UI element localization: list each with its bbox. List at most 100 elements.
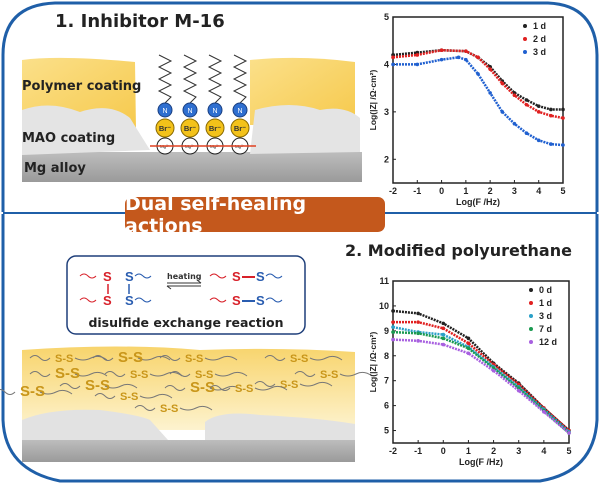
data-point bbox=[441, 326, 446, 331]
alkyl-chain bbox=[157, 54, 173, 104]
data-point bbox=[549, 107, 553, 112]
data-point bbox=[416, 339, 420, 343]
data-point bbox=[536, 110, 541, 114]
label-polymer-coating: Polymer coating bbox=[22, 79, 141, 94]
x-axis-label: Log(F /Hz) bbox=[456, 197, 500, 207]
series-line-2d bbox=[392, 48, 564, 120]
series-line-1d bbox=[393, 320, 570, 432]
data-point bbox=[391, 325, 395, 329]
polymer-chain bbox=[169, 371, 248, 377]
sulfur-atom: S bbox=[103, 293, 112, 308]
polymer-chain bbox=[104, 371, 183, 377]
mao-coating-left-2 bbox=[22, 409, 168, 440]
data-point bbox=[439, 48, 444, 52]
polymer-chain bbox=[209, 273, 227, 279]
polymer-chain bbox=[134, 405, 213, 411]
polymer-chain bbox=[134, 297, 152, 303]
disulfide-bond: S-S bbox=[190, 379, 215, 396]
y-tick-label: 3 bbox=[384, 107, 389, 117]
equilibrium-arrow bbox=[166, 279, 202, 290]
bromide-ion bbox=[205, 118, 225, 138]
data-point bbox=[415, 62, 420, 67]
sulfur-atom: S bbox=[256, 293, 265, 308]
data-point bbox=[536, 138, 541, 143]
polymer-chain bbox=[159, 355, 238, 361]
eis-chart-polyurethane: -2 -1 0 1 2 3 4 5 5 6 7 8 9 10 11 Log(F /Hz) Log(|Z| /Ω·… bbox=[368, 276, 572, 467]
y-tick-label: 9 bbox=[384, 326, 389, 336]
x-tick-label: -1 bbox=[413, 186, 421, 196]
data-point bbox=[391, 55, 395, 60]
data-point bbox=[549, 142, 553, 146]
disulfide-bond: S-S bbox=[320, 369, 338, 381]
disulfide-bond: S-S bbox=[195, 369, 213, 381]
data-point bbox=[456, 55, 461, 60]
polymer-chain bbox=[134, 273, 152, 279]
data-point bbox=[476, 72, 480, 76]
data-point bbox=[416, 311, 420, 316]
y-tick-label: 5 bbox=[384, 12, 389, 22]
sulfur-atom: S bbox=[232, 293, 241, 308]
bromide-label: Br⁻ bbox=[159, 124, 171, 133]
polymer-chain bbox=[94, 393, 173, 399]
data-point bbox=[391, 337, 395, 342]
data-point bbox=[441, 332, 446, 337]
data-point bbox=[524, 98, 529, 102]
x-tick-label: 2 bbox=[488, 186, 493, 196]
legend-marker bbox=[523, 37, 527, 41]
mao-coating-right bbox=[250, 105, 360, 154]
data-point bbox=[464, 49, 468, 53]
reaction-label: disulfide exchange reaction bbox=[88, 315, 283, 330]
legend-marker bbox=[529, 314, 533, 318]
data-point bbox=[391, 309, 395, 313]
disulfide-bond: S-S bbox=[55, 365, 80, 382]
arrow-label-heating: heating bbox=[167, 272, 202, 281]
data-point bbox=[476, 55, 480, 60]
y-axis-label: Log(|Z| /Ω·cm²) bbox=[368, 69, 378, 130]
data-point bbox=[441, 321, 446, 326]
data-point bbox=[516, 388, 521, 393]
disulfide-bond: S-S bbox=[120, 391, 138, 403]
data-point bbox=[549, 113, 553, 118]
disulfide-bond: S-S bbox=[20, 383, 45, 400]
alkyl-chain bbox=[232, 54, 248, 104]
polymer-chain bbox=[79, 273, 97, 279]
disulfide-bond: S-S bbox=[290, 353, 308, 365]
x-tick-label: 4 bbox=[536, 186, 541, 196]
legend-marker bbox=[529, 301, 533, 305]
bromide-label: Br⁻ bbox=[209, 124, 221, 133]
panel2-title: 2. Modified polyurethane bbox=[345, 241, 572, 260]
plot-area bbox=[392, 16, 564, 184]
series-line-7d bbox=[392, 330, 570, 434]
ammonium-ion bbox=[182, 102, 198, 118]
polyurethane-coating bbox=[22, 346, 355, 430]
y-tick-label: 2 bbox=[384, 154, 389, 164]
sulfur-atom: S bbox=[232, 269, 241, 284]
data-point bbox=[488, 91, 492, 95]
y-tick-label: 11 bbox=[379, 276, 389, 286]
legend-marker bbox=[523, 24, 527, 28]
polymer-chain bbox=[265, 273, 283, 279]
x-tick-label: 4 bbox=[541, 446, 546, 456]
bromide-ion bbox=[230, 118, 250, 138]
ammonium-label: N bbox=[162, 108, 167, 115]
inhibitor-illustration: Polymer coating MAO coating Mg alloy N Br… bbox=[22, 54, 362, 182]
mg-alloy-layer-2 bbox=[22, 440, 355, 462]
ammonium-label: N bbox=[187, 108, 192, 115]
data-point bbox=[512, 121, 517, 126]
polymer-chain bbox=[264, 355, 343, 361]
x-tick-label: 0 bbox=[439, 186, 444, 196]
data-point bbox=[491, 368, 496, 373]
data-point bbox=[524, 102, 529, 107]
label-mg-alloy: Mg alloy bbox=[24, 161, 86, 176]
series-line-1d bbox=[392, 48, 563, 111]
disulfide-bond: S-S bbox=[118, 349, 143, 366]
eis-chart-inhibitor: -2 -1 0 1 2 3 4 5 2 3 4 5 Log(F /Hz) Log(|Z| /Ω·cm²) 1… bbox=[368, 12, 566, 207]
legend-label: 2 d bbox=[533, 34, 546, 44]
dual-self-healing-banner: Dual self-healing actions bbox=[125, 193, 385, 237]
data-point bbox=[415, 53, 420, 57]
legend-label: 0 d bbox=[539, 285, 552, 295]
x-axis-label: Log(F /Hz) bbox=[459, 457, 503, 467]
disulfide-bond: S-S bbox=[85, 377, 110, 394]
polymer-chain bbox=[209, 297, 227, 303]
data-point bbox=[466, 341, 471, 346]
